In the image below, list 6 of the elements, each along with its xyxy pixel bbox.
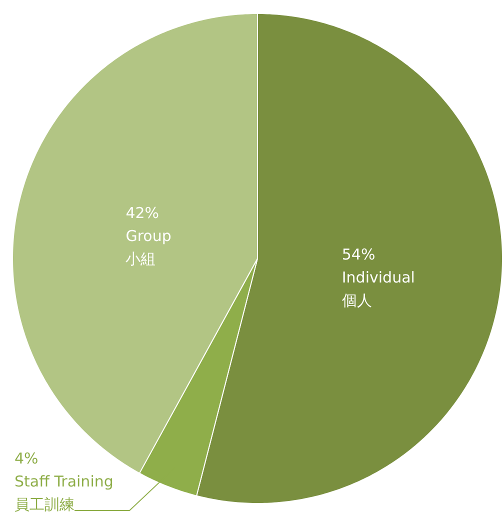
data-label: 4% xyxy=(14,450,38,468)
slice-label: Group 小組 xyxy=(126,227,172,268)
data-label: 42% xyxy=(126,204,160,222)
slice-label: Staff Training 員工訓練 xyxy=(14,472,114,514)
slice-label: Individual 個人 xyxy=(342,268,415,310)
data-label: 54% xyxy=(342,245,376,264)
